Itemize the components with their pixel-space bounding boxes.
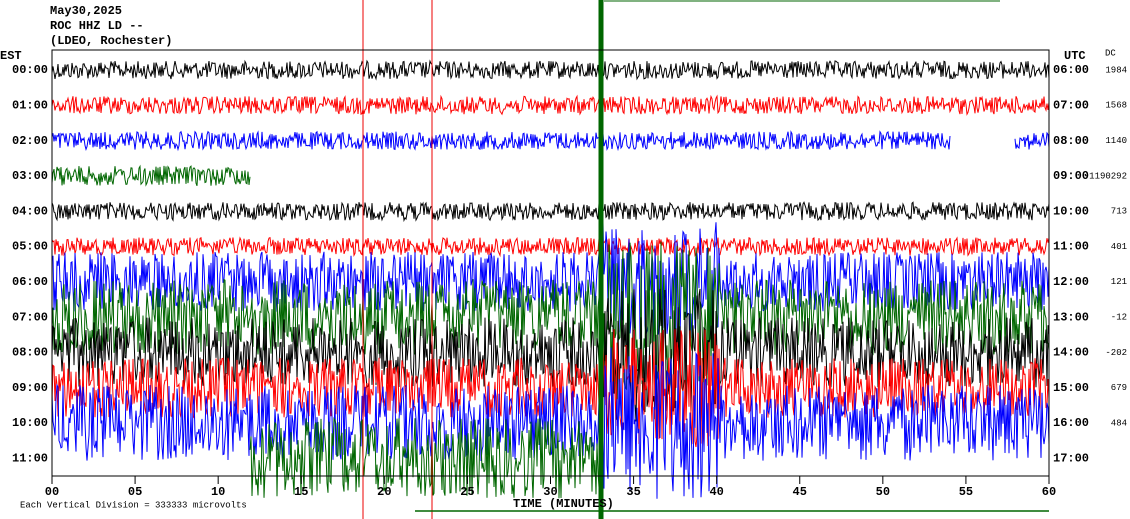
x-tick-label: 00 bbox=[45, 485, 59, 499]
left-time-label: 10:00 bbox=[12, 416, 48, 430]
right-time-label: 10:00 bbox=[1053, 204, 1089, 218]
x-tick-label: 25 bbox=[460, 485, 474, 499]
right-time-label: 14:00 bbox=[1053, 346, 1089, 360]
dc-value: 1568 bbox=[1105, 101, 1127, 111]
left-time-label: 06:00 bbox=[12, 275, 48, 289]
x-tick-label: 55 bbox=[959, 485, 973, 499]
right-time-label: 06:00 bbox=[1053, 63, 1089, 77]
trace bbox=[51, 94, 1050, 116]
dc-value: 713 bbox=[1111, 207, 1127, 217]
trace bbox=[1014, 131, 1050, 150]
footer: Each Vertical Division = 333333 microvol… bbox=[20, 500, 247, 510]
dc-title: DC bbox=[1105, 48, 1116, 58]
x-tick-label: 10 bbox=[211, 485, 225, 499]
x-tick-label: 05 bbox=[128, 485, 142, 499]
trace bbox=[249, 416, 601, 499]
x-tick-label: 50 bbox=[876, 485, 890, 499]
left-time-label: 08:00 bbox=[12, 346, 48, 360]
x-tick-label: 20 bbox=[377, 485, 391, 499]
trace bbox=[51, 236, 1050, 258]
right-time-label: 07:00 bbox=[1053, 98, 1089, 112]
right-time-label: 15:00 bbox=[1053, 381, 1089, 395]
x-tick-label: 40 bbox=[709, 485, 723, 499]
x-tick-label: 60 bbox=[1042, 485, 1056, 499]
trace bbox=[51, 59, 1050, 81]
dc-value: 484 bbox=[1111, 418, 1127, 428]
left-time-label: 01:00 bbox=[12, 98, 48, 112]
dc-value: -12 bbox=[1111, 312, 1127, 322]
x-tick-label: 35 bbox=[626, 485, 640, 499]
trace bbox=[51, 164, 251, 187]
dc-value: 1140 bbox=[1105, 136, 1127, 146]
left-time-label: 02:00 bbox=[12, 134, 48, 148]
dc-value: 401 bbox=[1111, 242, 1127, 252]
x-tick-label: 45 bbox=[793, 485, 807, 499]
dc-value: -1190292 bbox=[1084, 171, 1127, 181]
right-time-label: 11:00 bbox=[1053, 240, 1089, 254]
left-axis-title: EST bbox=[0, 49, 22, 63]
left-time-label: 04:00 bbox=[12, 204, 48, 218]
right-time-label: 16:00 bbox=[1053, 416, 1089, 430]
right-time-label: 17:00 bbox=[1053, 451, 1089, 465]
trace bbox=[51, 130, 951, 152]
left-time-label: 11:00 bbox=[12, 451, 48, 465]
dc-value: 121 bbox=[1111, 277, 1127, 287]
dc-value: -202 bbox=[1105, 348, 1127, 358]
location: (LDEO, Rochester) bbox=[50, 34, 172, 48]
left-time-label: 09:00 bbox=[12, 381, 48, 395]
x-tick-label: 30 bbox=[543, 485, 557, 499]
left-time-label: 03:00 bbox=[12, 169, 48, 183]
dc-value: 679 bbox=[1111, 383, 1127, 393]
date: May30,2025 bbox=[50, 4, 122, 18]
station: ROC HHZ LD -- bbox=[50, 19, 144, 33]
right-time-label: 13:00 bbox=[1053, 310, 1089, 324]
left-time-label: 00:00 bbox=[12, 63, 48, 77]
left-time-label: 05:00 bbox=[12, 240, 48, 254]
dc-value: 1984 bbox=[1105, 65, 1127, 75]
trace bbox=[51, 329, 1050, 448]
x-tick-label: 15 bbox=[294, 485, 308, 499]
right-time-label: 12:00 bbox=[1053, 275, 1089, 289]
trace bbox=[51, 347, 1050, 499]
left-time-label: 07:00 bbox=[12, 310, 48, 324]
trace bbox=[51, 201, 1050, 223]
trace bbox=[51, 241, 1050, 392]
right-time-label: 08:00 bbox=[1053, 134, 1089, 148]
right-axis-title: UTC bbox=[1064, 49, 1086, 63]
right-time-label: 09:00 bbox=[1053, 169, 1089, 183]
trace bbox=[51, 222, 1050, 341]
x-axis-title: TIME (MINUTES) bbox=[513, 497, 614, 511]
